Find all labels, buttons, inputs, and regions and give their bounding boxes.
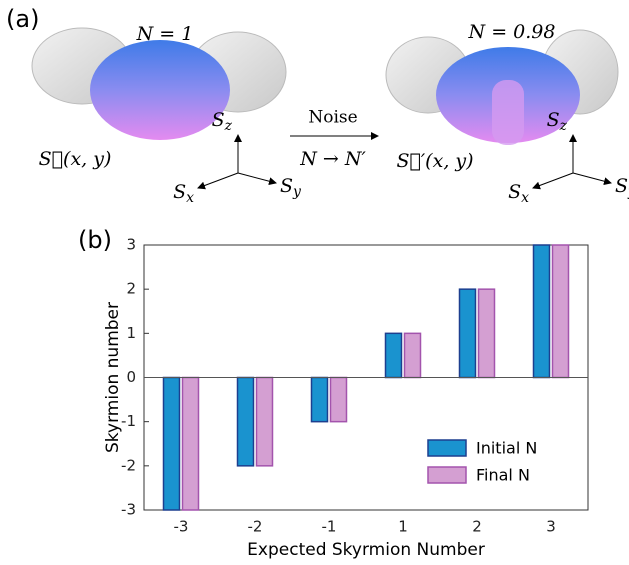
field-label: S⃗(x, y) — [39, 148, 112, 170]
y-tick-label: -3 — [121, 501, 136, 519]
legend-label: Initial N — [476, 439, 537, 458]
x-tick-label: 1 — [398, 518, 408, 536]
axis-subscript: z — [559, 118, 568, 134]
axes-3d: SzSxSySzSxSy — [173, 109, 629, 206]
axis-arrow — [197, 172, 239, 190]
y-tick-label: 2 — [126, 280, 136, 298]
axis-symbol: S — [615, 175, 628, 197]
y-tick-label: 0 — [126, 368, 136, 386]
bar — [162, 376, 181, 511]
axis-label: Sz — [547, 109, 568, 134]
legend-label: Final N — [476, 466, 530, 485]
bar — [310, 376, 329, 423]
axis-subscript: x — [521, 190, 529, 206]
axis-label: Sy — [615, 175, 629, 200]
axis-symbol: S — [212, 109, 225, 131]
y-tick-label: 1 — [126, 324, 136, 342]
x-tick-label: 3 — [546, 518, 556, 536]
x-tick-label: -2 — [248, 518, 263, 536]
axis-arrow — [237, 172, 277, 186]
y-tick-label: -2 — [121, 456, 136, 474]
y-tick-label: -1 — [121, 412, 136, 430]
arrow-label: Noise — [308, 108, 357, 128]
y-tick-label: 3 — [126, 236, 136, 254]
legend-swatch — [427, 439, 467, 457]
axis-subscript: y — [292, 184, 302, 200]
legend-swatch — [427, 466, 467, 484]
n-label: N = 0.98 — [468, 21, 556, 43]
arrow-label: N → N′ — [299, 148, 366, 170]
axis-symbol: S — [280, 175, 293, 197]
axis-symbol: S — [173, 181, 186, 203]
bar — [403, 332, 422, 379]
skyrmion-right — [385, 29, 619, 145]
axis-label: Sx — [508, 181, 529, 206]
axis-arrow — [572, 172, 612, 186]
axis-subscript: z — [224, 118, 233, 134]
axis-symbol: S — [508, 181, 521, 203]
panel-label: (b) — [78, 226, 112, 254]
bar — [329, 376, 348, 423]
axis-subscript: y — [627, 184, 629, 200]
chart: (b) -3 -2 -1 0 1 2 3 -3 -2 -1 1 2 3 Expected Skyrmion … — [78, 226, 589, 560]
bar — [384, 332, 403, 379]
bar — [458, 288, 477, 379]
x-tick-label: -3 — [174, 518, 189, 536]
y-axis-label: Skyrmion number — [103, 302, 123, 453]
axis-arrow — [532, 172, 574, 190]
bar — [255, 376, 274, 467]
bar — [477, 288, 496, 379]
x-tick-label: -1 — [322, 518, 337, 536]
x-tick-label: 2 — [472, 518, 482, 536]
axis-label: Sx — [173, 181, 194, 206]
axis-symbol: S — [547, 109, 560, 131]
bar — [532, 244, 551, 379]
n-label: N = 1 — [136, 23, 194, 45]
x-axis-label: Expected Skyrmion Number — [247, 540, 485, 560]
axis-label: Sy — [280, 175, 302, 200]
axis-label: Sz — [212, 109, 233, 134]
skyrmion-left — [31, 27, 287, 140]
panel-label: (a) — [6, 5, 39, 33]
axis-subscript: x — [186, 190, 194, 206]
bar — [181, 376, 200, 511]
bar — [551, 244, 570, 379]
field-label: S⃗′(x, y) — [396, 150, 473, 172]
bar — [236, 376, 255, 467]
